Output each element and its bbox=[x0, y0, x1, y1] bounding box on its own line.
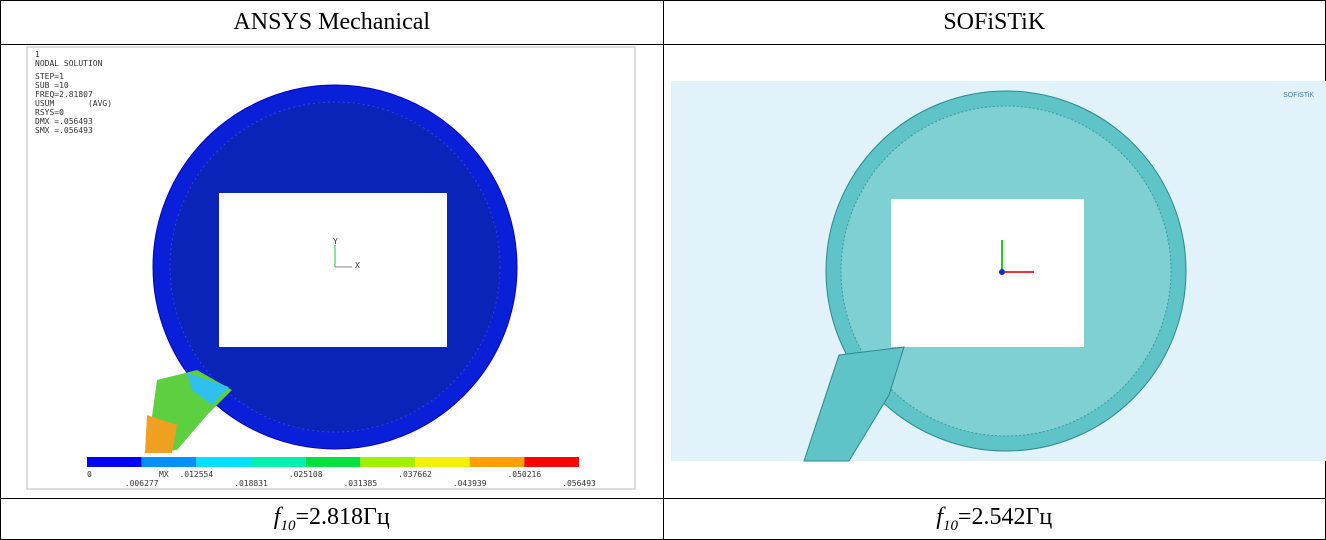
colorbar-segment bbox=[250, 457, 306, 467]
caption-cell: f10=2.818Гц bbox=[0, 498, 664, 540]
legend-label: .025108 bbox=[289, 470, 323, 479]
symbol: f bbox=[936, 503, 943, 530]
colorbar bbox=[86, 457, 579, 467]
caption-row: f10=2.818Гц f10=2.542Гц bbox=[0, 498, 1326, 540]
info-line: SMX =.056493 bbox=[35, 126, 93, 135]
info-line: DMX =.056493 bbox=[35, 117, 93, 126]
colorbar-segment bbox=[360, 457, 415, 467]
axis-label: X bbox=[355, 261, 360, 270]
header-cell: SOFiSTiK bbox=[662, 0, 1326, 45]
axis-label: Y bbox=[333, 237, 338, 246]
colorbar-segment bbox=[196, 457, 251, 467]
colorbar-segment bbox=[305, 457, 361, 467]
info-line: NODAL SOLUTION bbox=[35, 59, 103, 68]
info-line: 1 bbox=[35, 50, 40, 59]
info-line: SUB =10 bbox=[35, 81, 69, 90]
deformed-part bbox=[802, 346, 905, 462]
origin bbox=[998, 269, 1005, 275]
info-line: FREQ=2.81807 bbox=[35, 90, 93, 99]
opening bbox=[218, 193, 447, 347]
legend-label: .018831 bbox=[234, 479, 268, 488]
info-line: RSYS=0 bbox=[35, 108, 64, 117]
colorbar-segment bbox=[86, 457, 142, 467]
colorbar-segment bbox=[414, 457, 470, 467]
deformed-part bbox=[144, 415, 177, 453]
info-line: USUM (AVG) bbox=[35, 99, 112, 108]
legend-label: 0 bbox=[87, 470, 92, 479]
colorbar-segment bbox=[141, 457, 197, 467]
colorbar-segment bbox=[524, 457, 579, 467]
legend-label: .043939 bbox=[453, 479, 487, 488]
legend-label: .037662 bbox=[398, 470, 432, 479]
header-cell: ANSYS Mechanical bbox=[0, 0, 664, 45]
info-line: STEP=1 bbox=[35, 72, 64, 81]
legend-label: .006277 bbox=[125, 479, 159, 488]
subscript: 10 bbox=[280, 517, 296, 534]
legend-label: .050216 bbox=[507, 470, 541, 479]
opening bbox=[890, 199, 1084, 347]
axis-label: MX bbox=[159, 470, 169, 479]
caption-cell: f10=2.542Гц bbox=[662, 498, 1326, 540]
legend-label: .056493 bbox=[562, 479, 596, 488]
logo: SOFiSTiK bbox=[1283, 92, 1314, 99]
image-cell: SOFiSTiK bbox=[662, 44, 1326, 499]
caption-value: =2.818Гц bbox=[295, 503, 390, 530]
legend-label: .012554 bbox=[179, 470, 213, 479]
subscript: 10 bbox=[942, 517, 958, 534]
deformed-part bbox=[186, 373, 229, 405]
symbol: f bbox=[273, 503, 281, 530]
sofistik-image: SOFiSTiK bbox=[670, 81, 1326, 462]
caption-value: =2.542Гц bbox=[957, 503, 1053, 530]
header-row: ANSYS Mechanical SOFiSTiK bbox=[0, 0, 1326, 45]
legend-label: .031385 bbox=[343, 479, 377, 488]
colorbar-segment bbox=[469, 457, 525, 467]
image-cell: 1 NODAL SOLUTION STEP=1 SUB =10 FREQ=2.81807… bbox=[0, 44, 664, 499]
image-row: 1 NODAL SOLUTION STEP=1 SUB =10 FREQ=2.81807… bbox=[0, 44, 1326, 499]
